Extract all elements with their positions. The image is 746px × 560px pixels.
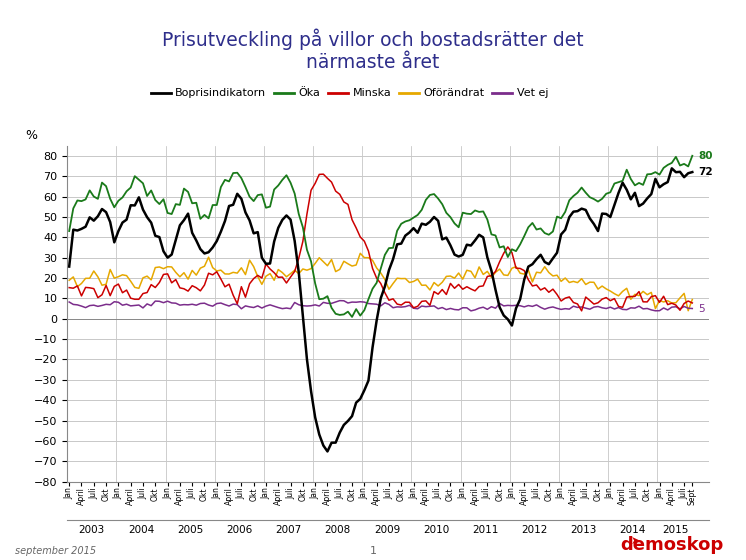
Text: Prisutveckling på villor och bostadsrätter det
närmaste året: Prisutveckling på villor och bostadsrätt… xyxy=(162,28,584,72)
Text: 1: 1 xyxy=(369,547,377,557)
Text: ➤: ➤ xyxy=(630,536,640,546)
Text: september 2015: september 2015 xyxy=(15,547,96,557)
Legend: Boprisindikatorn, Öka, Minska, Oförändrat, Vet ej: Boprisindikatorn, Öka, Minska, Oförändra… xyxy=(146,84,553,103)
Text: 5: 5 xyxy=(698,304,705,314)
Text: 80: 80 xyxy=(698,151,713,161)
Text: 72: 72 xyxy=(698,167,713,177)
Text: %: % xyxy=(25,129,37,142)
Text: demoskop: demoskop xyxy=(621,536,724,554)
